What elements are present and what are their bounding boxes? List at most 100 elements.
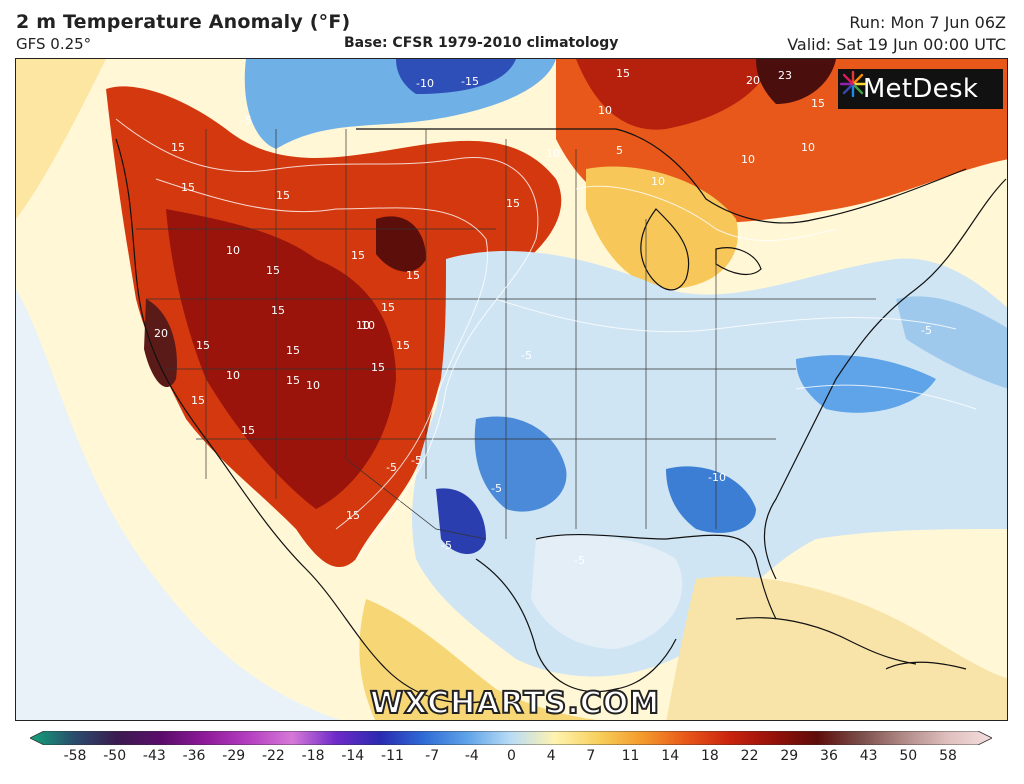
montana-hotspot <box>376 216 426 272</box>
contour-label: -5 <box>411 454 422 467</box>
contour-label: 5 <box>616 144 623 157</box>
contour-minus5 <box>795 384 977 410</box>
scale-tick-label: -11 <box>381 748 404 764</box>
contour-label: 15 <box>271 304 285 317</box>
contour-label: 15 <box>506 197 520 210</box>
contour-label: 15 <box>616 67 630 80</box>
contour-label: -5 <box>574 554 585 567</box>
scale-tick-label: -43 <box>142 748 166 764</box>
scale-tick-label: 22 <box>740 748 759 764</box>
hispaniola-coastline <box>885 661 967 670</box>
scale-tick-label: -50 <box>103 748 127 764</box>
central-mexico-warm <box>359 599 597 720</box>
contour-label: 10 <box>361 319 375 332</box>
lake-erie <box>715 247 762 276</box>
scale-tick-label: 58 <box>939 748 957 764</box>
scale-tick-label: -4 <box>464 748 479 764</box>
western-heat-core <box>166 209 396 509</box>
contour-label: 10 <box>226 369 240 382</box>
gulf-of-mexico <box>531 535 683 649</box>
run-time: Run: Mon 7 Jun 06Z <box>849 13 1006 32</box>
contour-label: -15 <box>461 75 479 88</box>
pacific-coastline <box>115 138 497 704</box>
great-lakes-warm <box>586 166 738 289</box>
scale-tick-label: 29 <box>780 748 799 764</box>
scale-tick-label: 7 <box>586 748 596 764</box>
contour-label: 20 <box>746 74 760 87</box>
contour-label: 15 <box>266 264 280 277</box>
scale-tick-label: 4 <box>546 748 556 764</box>
climatology-base: Base: CFSR 1979-2010 climatology <box>344 35 619 51</box>
pacific-cool-zone <box>16 289 341 720</box>
scale-tick-label: 14 <box>661 748 680 764</box>
cuba-coastline <box>735 617 917 665</box>
scale-tick-label: -36 <box>182 748 206 764</box>
southeast-cool-core <box>666 466 756 533</box>
contour-label: 15 <box>381 301 395 314</box>
valid-time: Valid: Sat 19 Jun 00:00 UTC <box>787 35 1006 54</box>
scale-tick-label: -22 <box>261 748 285 764</box>
contour-label: -5 <box>491 482 502 495</box>
hudson-hotspot <box>756 59 836 104</box>
contour-label: -5 <box>241 114 252 127</box>
contour-0 <box>495 298 957 333</box>
mexico-cold-core <box>436 488 486 554</box>
canada-core-cold <box>396 59 516 94</box>
northern-border <box>356 128 967 224</box>
map-graphic: -10 -15 15 20 23 15 15 15 10 10 10 10 15… <box>16 59 1007 720</box>
contour-label: 15 <box>351 249 365 262</box>
contour-label: 10 <box>226 244 240 257</box>
contour-label: 15 <box>196 339 210 352</box>
atlantic-coastline <box>763 178 1007 580</box>
contour-lines <box>115 118 977 560</box>
contour-10-east <box>575 185 837 242</box>
contour-label: 15 <box>276 189 290 202</box>
color-scale-bar <box>30 731 992 745</box>
contour-label: 10 <box>306 379 320 392</box>
contour-label: 15 <box>241 424 255 437</box>
model-label: GFS 0.25° <box>16 35 92 53</box>
contour-label: -10 <box>416 77 434 90</box>
contour-label: 10 <box>651 175 665 188</box>
contour-label: 15 <box>371 361 385 374</box>
scale-tick-label: -18 <box>301 748 325 764</box>
scale-tick-label: 18 <box>700 748 719 764</box>
contour-label: 15 <box>286 374 300 387</box>
caribbean-warm <box>666 576 1007 720</box>
starburst-icon <box>839 70 867 98</box>
scale-tick-label: 0 <box>507 748 516 764</box>
coastlines <box>115 128 1007 704</box>
contour-label: 15 <box>346 509 360 522</box>
state-borders <box>136 129 876 540</box>
scale-tick-label: -29 <box>222 748 246 764</box>
anomaly-map: -10 -15 15 20 23 15 15 15 10 10 10 10 15… <box>15 58 1008 721</box>
scale-tick-label: 43 <box>859 748 878 764</box>
atlantic-cool-band <box>796 355 936 413</box>
metdesk-logo: MetDesk <box>838 69 1003 109</box>
contour-label: 10 <box>546 147 560 160</box>
logo-text: MetDesk <box>862 74 979 104</box>
contour-label: 23 <box>778 69 792 82</box>
scale-tick-label: 36 <box>820 748 838 764</box>
contour-label: 10 <box>598 104 612 117</box>
scale-fill <box>30 731 992 745</box>
contour-label: 15 <box>181 181 195 194</box>
scale-ticks: -58 -50 -43 -36 -29 -22 -18 -14 -11 -7 -4 0 4 7 11 14 18… <box>0 748 1024 770</box>
gulf-coastline <box>535 533 777 620</box>
contour-label: 10 <box>741 153 755 166</box>
chart-title: 2 m Temperature Anomaly (°F) <box>16 11 351 33</box>
watermark: WXCHARTS.COM <box>369 685 661 722</box>
contour-label: -5 <box>921 324 932 337</box>
contour-label: 15 <box>286 344 300 357</box>
mexico-coastline <box>475 558 677 693</box>
contour-label: 15 <box>171 141 185 154</box>
contour-label: 15 <box>811 97 825 110</box>
contour-label: -10 <box>708 471 726 484</box>
scale-tick-label: -58 <box>63 748 87 764</box>
contour-label: -5 <box>441 539 452 552</box>
scale-tick-label: 11 <box>621 748 640 764</box>
contour-label: 15 <box>191 394 205 407</box>
contour-label: 20 <box>154 327 168 340</box>
contour-label: 10 <box>801 141 815 154</box>
texas-cool-core <box>474 416 567 512</box>
